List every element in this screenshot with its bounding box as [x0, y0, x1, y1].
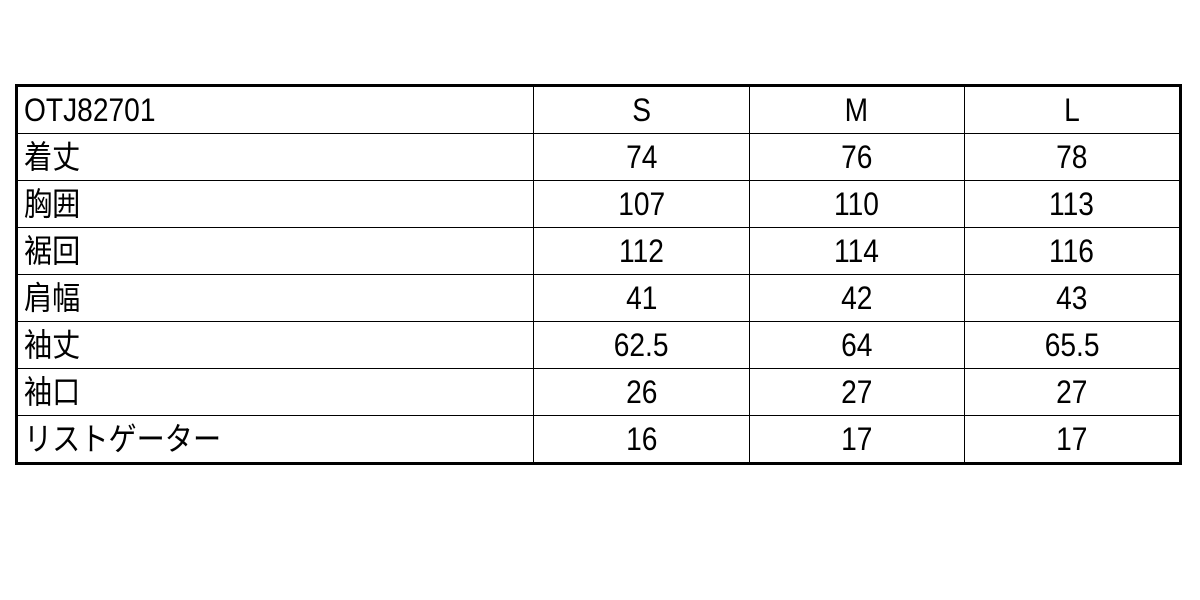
- measurement-value: 64: [748, 321, 965, 369]
- table-row: 肩幅 41 42 43: [15, 274, 1182, 322]
- table-row: 袖丈 62.5 64 65.5: [15, 321, 1182, 369]
- measurement-value: 43: [963, 274, 1182, 322]
- header-row: OTJ82701 S M L: [15, 85, 1182, 134]
- table-row: 袖口 26 27 27: [15, 368, 1182, 416]
- measurement-value: 27: [748, 368, 965, 416]
- table-row: 胸囲 107 110 113: [15, 180, 1182, 228]
- measurement-value: 112: [533, 227, 750, 275]
- measurement-label: 胸囲: [15, 180, 535, 228]
- measurement-value: 62.5: [533, 321, 750, 369]
- measurement-label: リストゲーター: [15, 415, 535, 464]
- measurement-value: 17: [963, 415, 1182, 464]
- measurement-label: 袖丈: [15, 321, 535, 369]
- measurement-value: 113: [963, 180, 1182, 228]
- measurement-value: 42: [748, 274, 965, 322]
- size-header: L: [963, 85, 1182, 134]
- measurement-value: 76: [748, 133, 965, 181]
- measurement-label: 裾回: [15, 227, 535, 275]
- measurement-value: 41: [533, 274, 750, 322]
- table-row: リストゲーター 16 17 17: [15, 415, 1182, 464]
- measurement-value: 74: [533, 133, 750, 181]
- measurement-value: 16: [533, 415, 750, 464]
- size-header: M: [748, 85, 965, 134]
- measurement-value: 17: [748, 415, 965, 464]
- table-row: 着丈 74 76 78: [15, 133, 1182, 181]
- measurement-value: 107: [533, 180, 750, 228]
- measurement-label: 肩幅: [15, 274, 535, 322]
- measurement-value: 26: [533, 368, 750, 416]
- measurement-value: 116: [963, 227, 1182, 275]
- product-code: OTJ82701: [15, 85, 535, 134]
- measurement-label: 袖口: [15, 368, 535, 416]
- measurement-value: 78: [963, 133, 1182, 181]
- measurement-value: 27: [963, 368, 1182, 416]
- measurement-value: 65.5: [963, 321, 1182, 369]
- size-header: S: [533, 85, 750, 134]
- size-table: OTJ82701 S M L 着丈 74 76 78 胸囲 107 110 113 裾回 112 1…: [15, 84, 1182, 465]
- measurement-value: 114: [748, 227, 965, 275]
- measurement-value: 110: [748, 180, 965, 228]
- measurement-label: 着丈: [15, 133, 535, 181]
- table-row: 裾回 112 114 116: [15, 227, 1182, 275]
